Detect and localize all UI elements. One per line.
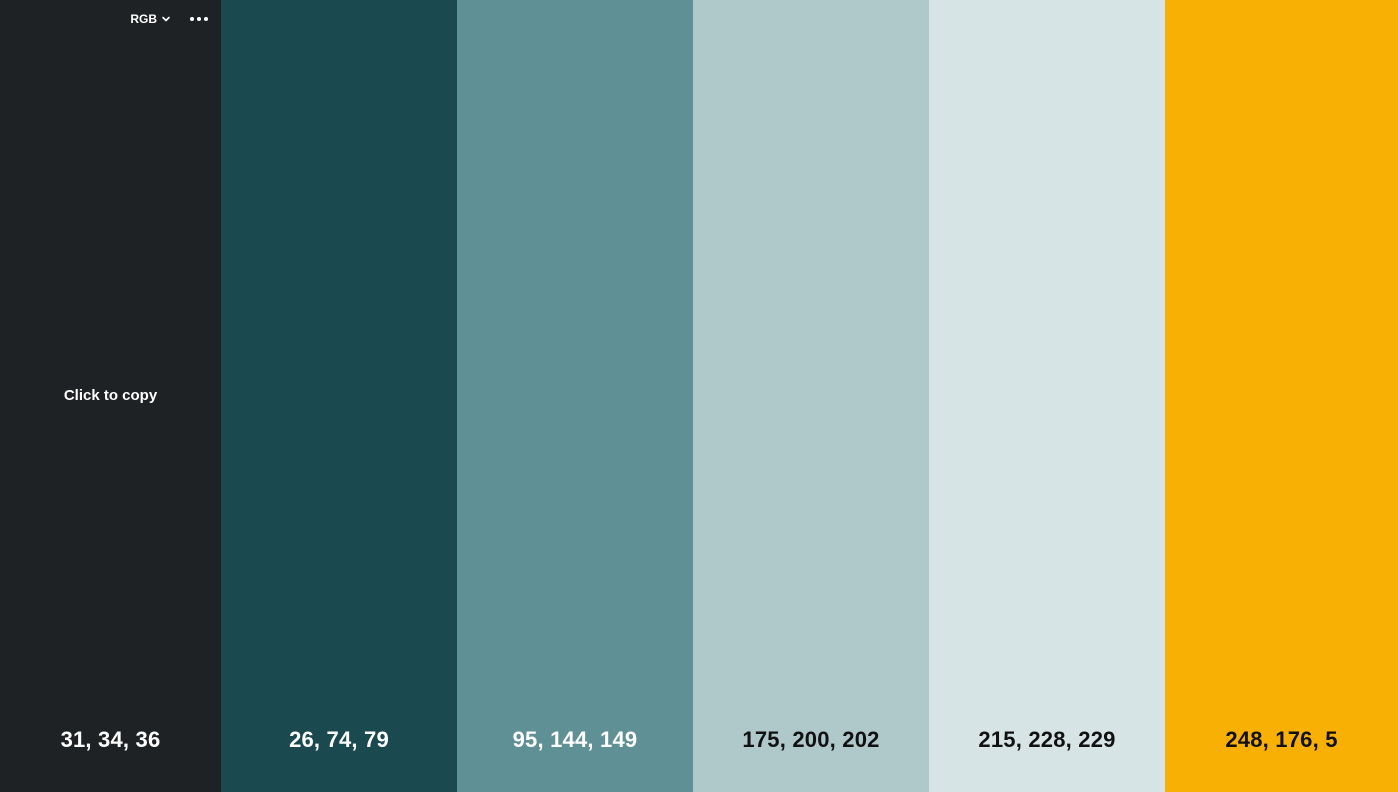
chevron-down-icon [162,16,170,22]
swatch-value[interactable]: 26, 74, 79 [289,727,389,752]
swatch-2[interactable]: 26, 74, 79 [221,0,457,792]
swatch-value[interactable]: 248, 176, 5 [1225,727,1338,752]
swatch-toolbar: RGB [130,8,209,30]
swatch-4[interactable]: 175, 200, 202 [693,0,929,792]
swatch-5[interactable]: 215, 228, 229 [929,0,1165,792]
swatch-3[interactable]: 95, 144, 149 [457,0,693,792]
more-horizontal-icon [190,17,208,21]
color-format-dropdown[interactable]: RGB [130,12,171,26]
swatch-value[interactable]: 31, 34, 36 [60,727,161,752]
swatch-6[interactable]: 248, 176, 5 [1165,0,1398,792]
swatch-value[interactable]: 95, 144, 149 [512,727,638,752]
swatch-value[interactable]: 175, 200, 202 [742,727,880,752]
copy-hint: Click to copy [63,387,158,404]
swatch-value[interactable]: 215, 228, 229 [978,727,1116,752]
color-format-label: RGB [130,12,157,26]
swatch-1[interactable]: RGB Click to copy 31, 34, 36 [0,0,221,792]
more-options-button[interactable] [189,8,209,30]
